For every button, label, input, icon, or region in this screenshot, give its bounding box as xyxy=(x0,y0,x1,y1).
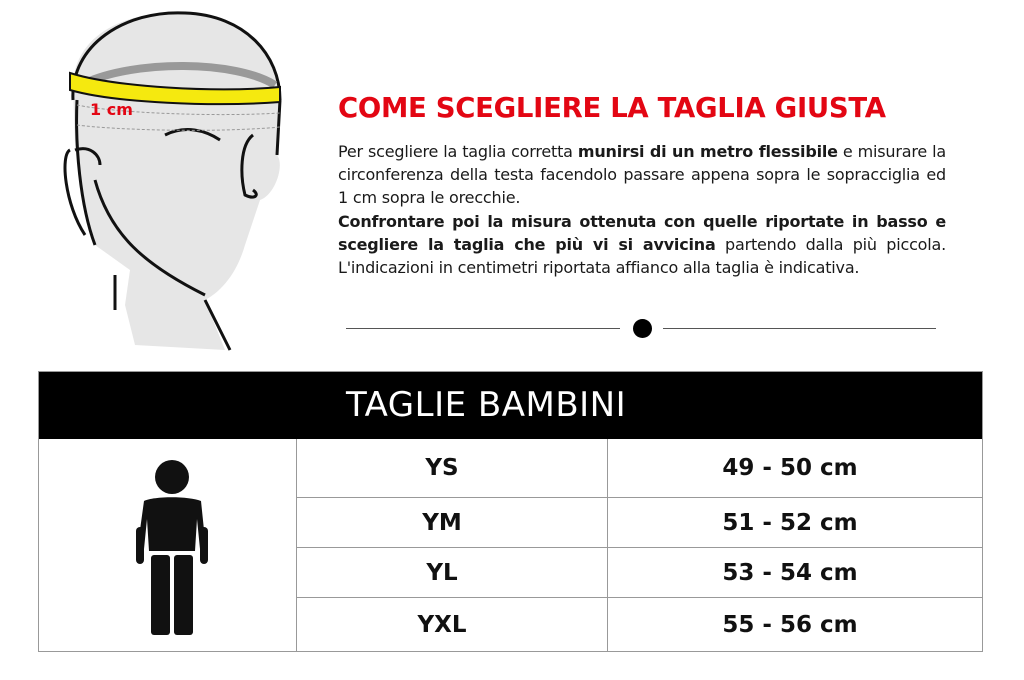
text-bold: munirsi di un metro flessibile xyxy=(577,142,838,161)
range-cell: 53 - 54 cm xyxy=(722,559,858,586)
size-cell: YL xyxy=(297,548,608,597)
size-table: TAGLIE BAMBINI YS 49 - 50 cm YM 51 - 52 cm… xyxy=(38,371,983,652)
measure-label: 1 cm xyxy=(90,100,133,119)
size-cell: YS xyxy=(297,439,608,497)
table-row: YL 53 - 54 cm xyxy=(297,548,982,598)
range-cell: 51 - 52 cm xyxy=(722,509,858,536)
size-cell: YXL xyxy=(297,598,608,652)
size-cell: YM xyxy=(297,498,608,547)
range-cell: 49 - 50 cm xyxy=(722,455,858,481)
instructions-text: Per scegliere la taglia corretta munirsi… xyxy=(338,140,946,279)
table-row: YS 49 - 50 cm xyxy=(297,439,982,498)
figure-cell xyxy=(39,439,297,652)
divider-dot xyxy=(633,319,652,338)
divider-right xyxy=(663,328,936,329)
head-measurement-illustration: 1 cm xyxy=(63,11,282,351)
table-row: YXL 55 - 56 cm xyxy=(297,598,982,652)
divider-left xyxy=(346,328,620,329)
text: partendo dalla più piccola. L'indicazion… xyxy=(338,234,946,278)
child-figure-icon xyxy=(136,460,208,635)
table-row: YM 51 - 52 cm xyxy=(297,498,982,548)
table-header: TAGLIE BAMBINI xyxy=(39,372,982,439)
text: e misurare la circonferenza della testa … xyxy=(338,142,946,208)
range-cell: 55 - 56 cm xyxy=(722,612,858,638)
page-title: COME SCEGLIERE LA TAGLIA GIUSTA xyxy=(338,92,886,124)
text-bold: Confrontare poi la misura ottenuta con q… xyxy=(338,211,946,254)
text: Per scegliere la taglia corretta xyxy=(338,142,578,161)
